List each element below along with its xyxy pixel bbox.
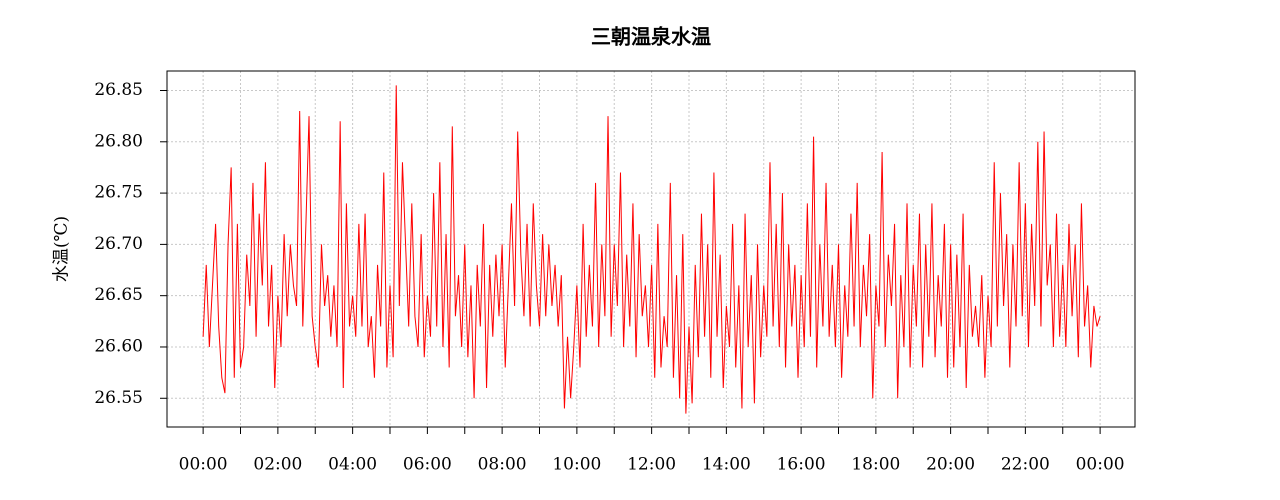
y-tick-label: 26.60 [94,336,143,356]
x-tick-label: 00:00 [1076,455,1125,475]
x-tick-label: 14:00 [702,455,751,475]
chart-title: 三朝温泉水温 [591,25,711,49]
data-line [202,85,1101,414]
y-tick-label: 26.70 [94,234,143,254]
y-tick-label: 26.55 [94,388,143,408]
x-tick-label: 16:00 [777,455,826,475]
x-tick-label: 02:00 [253,455,302,475]
x-tick-label: 12:00 [627,455,676,475]
x-tick-label: 20:00 [926,455,975,475]
y-tick-label: 26.80 [94,131,143,151]
x-tick-label: 06:00 [403,455,452,475]
x-tick-label: 22:00 [1001,455,1050,475]
y-tick-label: 26.65 [94,285,143,305]
x-tick-label: 08:00 [478,455,527,475]
x-tick-label: 18:00 [851,455,900,475]
x-tick-label: 10:00 [552,455,601,475]
y-tick-label: 26.85 [94,80,143,100]
x-tick-label: 04:00 [328,455,377,475]
plot-frame [166,70,1136,428]
y-tick-label: 26.75 [94,183,143,203]
x-tick-label: 00:00 [179,455,228,475]
y-axis-label: 水温(℃) [52,216,72,282]
